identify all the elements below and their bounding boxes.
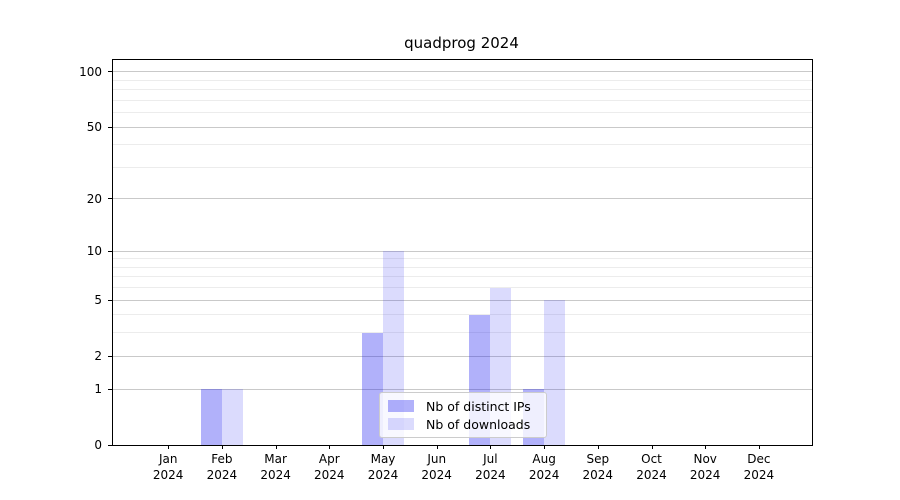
y-tick-label: 100 xyxy=(79,64,102,79)
x-tick xyxy=(221,445,223,449)
bar-distinct-ips-feb-2024 xyxy=(200,389,222,445)
x-tick-label: Apr 2024 xyxy=(314,452,345,482)
gridline-major xyxy=(113,126,812,128)
legend-label: Nb of distinct IPs xyxy=(426,398,531,414)
bar-downloads-feb-2024 xyxy=(221,389,243,445)
bar-distinct-ips-may-2024 xyxy=(362,332,383,445)
y-tick-label: 2 xyxy=(94,349,102,364)
gridline-minor xyxy=(113,166,812,168)
y-tick xyxy=(108,299,112,301)
plot-area: 0 1 2 5 10 20 50 100 Jan 2024 Feb 2024 Mar 2024 Ap… xyxy=(79,59,813,482)
x-tick xyxy=(490,445,492,449)
chart-title: quadprog 2024 xyxy=(404,34,519,52)
x-tick-label: Dec 2024 xyxy=(743,452,775,482)
x-tick-label: May 2024 xyxy=(367,452,399,482)
y-tick-label: 20 xyxy=(86,191,102,206)
gridline-major xyxy=(113,299,812,301)
x-tick xyxy=(436,445,438,449)
gridline-minor xyxy=(113,144,812,146)
gridline-major xyxy=(113,71,812,73)
legend: Nb of distinct IPs Nb of downloads xyxy=(379,392,547,438)
y-tick xyxy=(108,355,112,357)
gridline-minor xyxy=(113,112,812,114)
x-tick-label: Sep 2024 xyxy=(582,452,614,482)
x-tick xyxy=(168,445,170,449)
gridline-major xyxy=(113,388,812,390)
x-tick xyxy=(383,445,384,449)
x-tick-label: Jun 2024 xyxy=(421,452,452,482)
legend-item-distinct-ips: Nb of distinct IPs xyxy=(388,398,537,414)
gridline-minor xyxy=(113,258,812,260)
y-tick-label: 1 xyxy=(94,382,102,396)
x-tick xyxy=(544,445,546,449)
gridline-minor xyxy=(113,332,812,334)
y-tick xyxy=(108,250,112,252)
x-tick-label: Jul 2024 xyxy=(475,452,506,482)
x-tick xyxy=(651,445,653,449)
x-tick-label: Aug 2024 xyxy=(528,452,560,482)
x-tick xyxy=(329,445,331,449)
gridline-minor xyxy=(113,314,812,316)
x-tick-label: Nov 2024 xyxy=(689,452,721,482)
y-tick xyxy=(108,71,112,73)
legend-swatch-distinct-ips-icon xyxy=(388,400,414,412)
gridline-minor xyxy=(113,99,812,101)
gridline-minor xyxy=(113,266,812,268)
y-tick xyxy=(108,126,112,128)
y-tick xyxy=(108,198,112,200)
x-tick-label: Oct 2024 xyxy=(636,452,667,482)
legend-swatch-downloads-icon xyxy=(388,418,414,430)
bar-downloads-aug-2024 xyxy=(544,300,566,445)
gridline-major xyxy=(113,355,812,357)
legend-item-downloads: Nb of downloads xyxy=(388,416,537,432)
gridline-major xyxy=(113,250,812,252)
x-tick xyxy=(275,445,277,449)
y-tick-label: 5 xyxy=(94,293,102,308)
y-tick-label: 50 xyxy=(86,120,102,135)
x-tick xyxy=(758,445,760,449)
gridline-minor xyxy=(113,276,812,278)
x-tick-label: Mar 2024 xyxy=(260,452,291,482)
legend-label: Nb of downloads xyxy=(426,416,531,432)
gridline-major xyxy=(113,198,812,200)
y-tick xyxy=(108,444,112,446)
gridline-minor xyxy=(113,79,812,81)
x-tick xyxy=(705,445,707,449)
y-tick-label: 10 xyxy=(86,244,102,259)
gridline-minor xyxy=(113,287,812,289)
y-tick-label: 0 xyxy=(94,438,102,452)
x-tick-label: Jan 2024 xyxy=(152,452,184,482)
x-tick xyxy=(597,445,599,449)
x-tick-label: Feb 2024 xyxy=(206,452,238,482)
y-tick xyxy=(108,388,112,390)
gridline-minor xyxy=(113,89,812,91)
